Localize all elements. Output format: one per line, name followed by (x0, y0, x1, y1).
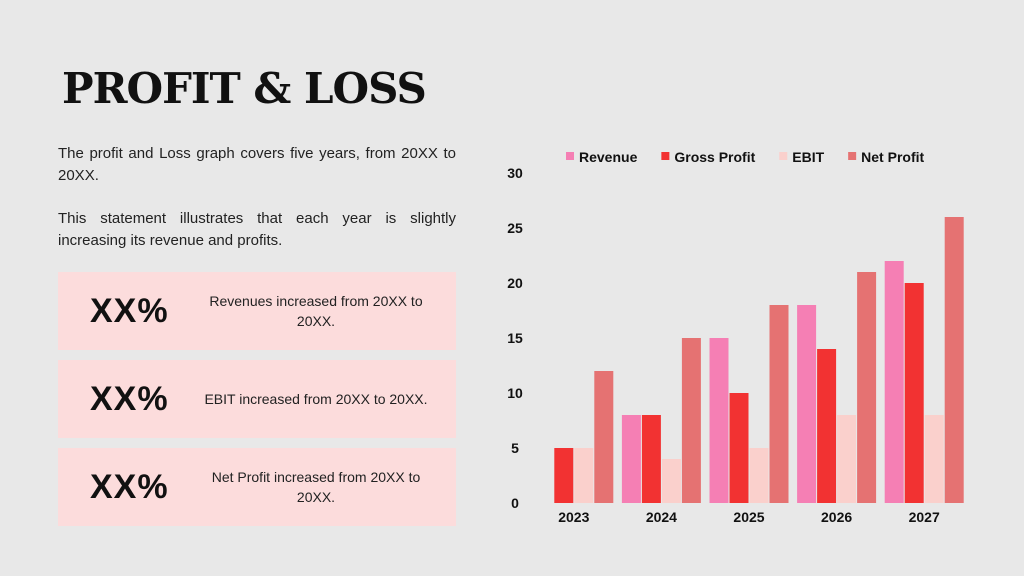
y-tick-label: 0 (511, 495, 519, 511)
legend-label: Net Profit (861, 149, 924, 165)
bar-net-profit-2026 (857, 272, 877, 503)
x-tick-label: 2027 (909, 509, 940, 525)
stat-text: EBIT increased from 20XX to 20XX. (204, 391, 428, 407)
bar-revenue-2026 (797, 305, 817, 503)
legend-swatch (566, 152, 574, 160)
legend-swatch (848, 152, 857, 160)
bar-ebit-2024 (661, 459, 681, 503)
stat-card-revenue: XX% Revenues increased from 20XX to 20XX… (58, 272, 456, 350)
bar-gross-profit-2023 (554, 448, 574, 503)
y-tick-label: 10 (507, 385, 523, 401)
legend-label: Revenue (579, 149, 638, 165)
bar-net-profit-2024 (681, 338, 701, 503)
bar-net-profit-2027 (944, 217, 964, 503)
x-tick-label: 2024 (646, 509, 677, 525)
bar-gross-profit-2027 (904, 283, 924, 503)
bar-ebit-2026 (837, 415, 857, 503)
stat-text: Revenues increased from 20XX to 20XX. (209, 293, 423, 329)
legend-label: EBIT (792, 149, 824, 165)
slide-title: PROFIT & LOSS (62, 64, 427, 113)
legend-label: Gross Profit (674, 149, 755, 165)
description-paragraph-2: This statement illustrates that each yea… (58, 210, 456, 249)
bar-gross-profit-2024 (641, 415, 661, 503)
y-tick-label: 15 (507, 330, 523, 346)
bar-revenue-2024 (621, 415, 641, 503)
y-tick-label: 5 (511, 440, 519, 456)
stat-value: XX% (90, 468, 169, 506)
stat-value: XX% (90, 292, 169, 330)
stat-value: XX% (90, 380, 169, 418)
bar-ebit-2023 (574, 448, 594, 503)
bar-revenue-2025 (709, 338, 729, 503)
y-tick-label: 25 (507, 220, 523, 236)
bar-ebit-2025 (749, 448, 769, 503)
x-tick-label: 2023 (558, 509, 589, 525)
stat-card-net-profit: XX% Net Profit increased from 20XX to 20… (58, 448, 456, 526)
bar-gross-profit-2026 (817, 349, 837, 503)
x-tick-label: 2026 (821, 509, 852, 525)
bar-gross-profit-2025 (729, 393, 749, 503)
y-tick-label: 30 (507, 165, 523, 181)
legend-swatch (779, 152, 788, 160)
x-tick-label: 2025 (733, 509, 764, 525)
stat-card-ebit: XX% EBIT increased from 20XX to 20XX. (58, 360, 456, 438)
bar-revenue-2027 (884, 261, 904, 503)
bar-ebit-2027 (924, 415, 944, 503)
description-paragraph-1: The profit and Loss graph covers five ye… (58, 145, 456, 184)
bar-net-profit-2025 (769, 305, 789, 503)
legend-swatch (661, 152, 670, 160)
bar-net-profit-2023 (594, 371, 614, 503)
y-tick-label: 20 (507, 275, 523, 291)
stat-text: Net Profit increased from 20XX to 20XX. (211, 469, 421, 505)
